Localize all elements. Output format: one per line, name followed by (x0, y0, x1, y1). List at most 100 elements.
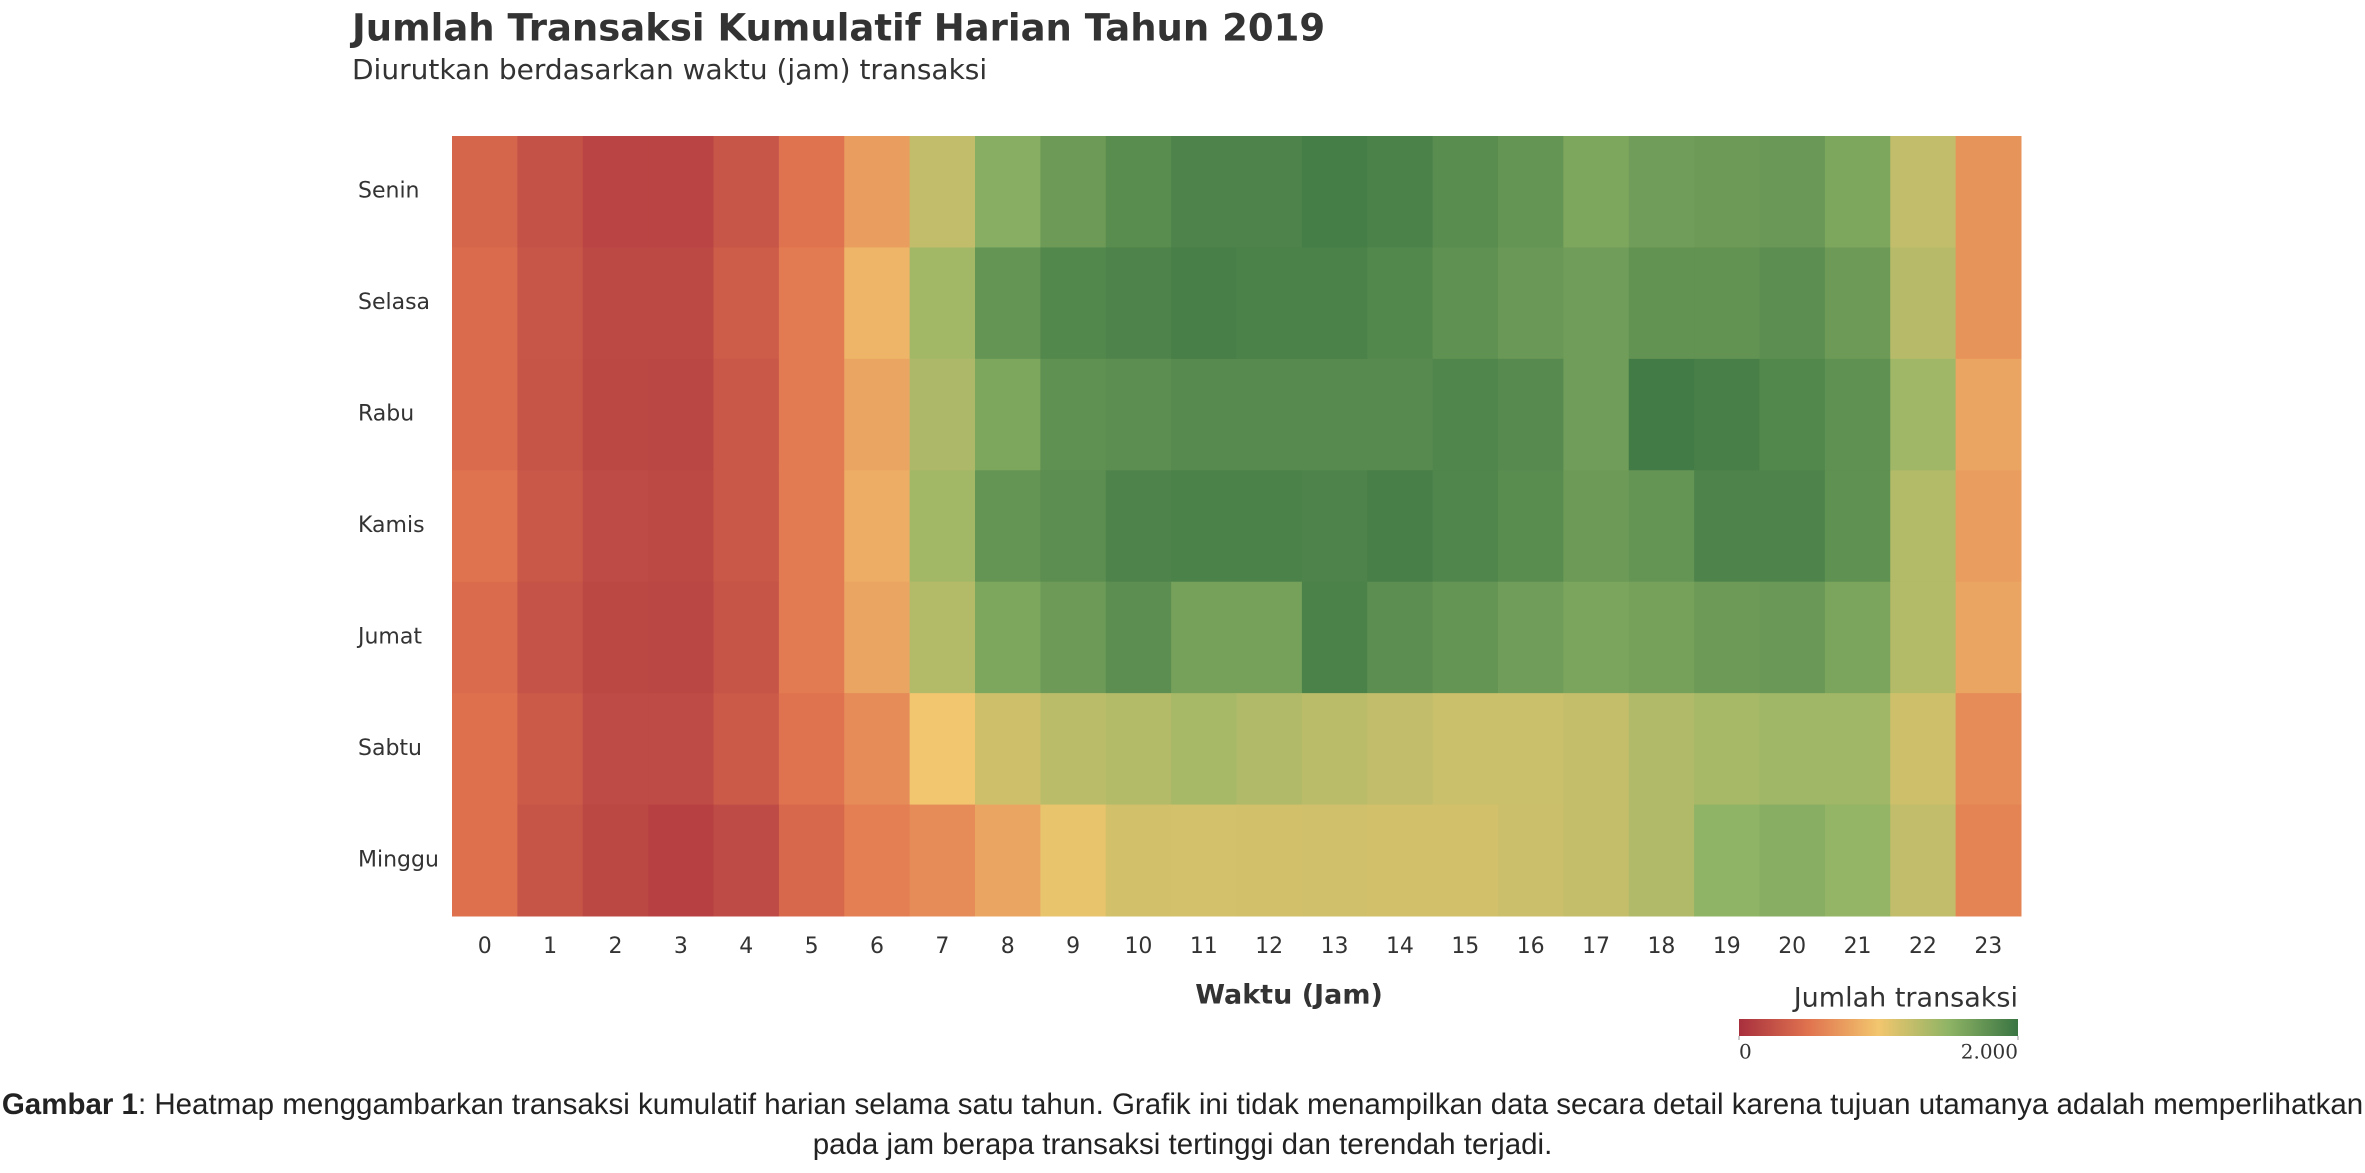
heatmap-cell (1105, 470, 1172, 583)
heatmap-cell (1694, 470, 1760, 583)
heatmap-cell (648, 358, 714, 471)
heatmap-cell (1171, 136, 1237, 248)
heatmap-cell (778, 247, 845, 360)
heatmap-cell (909, 581, 976, 694)
y-tick-label: Sabtu (358, 736, 422, 761)
heatmap-cell (1301, 136, 1368, 248)
heatmap-cell (1824, 136, 1891, 248)
heatmap-cell (1563, 136, 1630, 248)
heatmap-cell (648, 804, 714, 917)
heatmap-cell (909, 247, 976, 360)
heatmap-cell (1563, 804, 1630, 917)
heatmap-cell (1955, 470, 2022, 583)
heatmap-cell (648, 470, 714, 583)
heatmap-cell (582, 358, 649, 471)
heatmap-cell (1498, 804, 1564, 917)
x-tick-label: 3 (674, 934, 688, 959)
chart-subtitle: Diurutkan berdasarkan waktu (jam) transa… (352, 53, 987, 86)
heatmap-cell (1040, 358, 1107, 471)
heatmap-cell (1432, 693, 1499, 806)
heatmap-cell (1563, 247, 1630, 360)
heatmap-cell (1759, 693, 1826, 806)
heatmap-cell (582, 804, 649, 917)
heatmap-cell (713, 804, 780, 917)
heatmap-cell (778, 470, 845, 583)
heatmap-cell (1759, 804, 1826, 917)
heatmap-cell (517, 136, 584, 248)
x-tick-label: 16 (1517, 934, 1545, 959)
heatmap-cell (1563, 581, 1630, 694)
legend-title: Jumlah transaksi (1792, 983, 2018, 1014)
heatmap-cell (1301, 581, 1368, 694)
heatmap-cell (648, 136, 714, 248)
heatmap-cell (1694, 247, 1760, 360)
heatmap-cell (909, 693, 976, 806)
heatmap-cell (1628, 136, 1695, 248)
heatmap-cell (1890, 136, 1957, 248)
heatmap-cell (1367, 693, 1434, 806)
y-tick-label: Minggu (358, 847, 439, 872)
heatmap-cell (1432, 470, 1499, 583)
heatmap-cell (452, 804, 518, 917)
heatmap-cell (1236, 693, 1303, 806)
heatmap-cell (1301, 804, 1368, 917)
heatmap-cell (582, 247, 649, 360)
heatmap-cell (1301, 470, 1368, 583)
heatmap-cell (1367, 136, 1434, 248)
heatmap-cell (1432, 358, 1499, 471)
heatmap-cell (1628, 581, 1695, 694)
x-tick-label: 23 (1974, 934, 2002, 959)
heatmap-cell (1955, 136, 2022, 248)
x-tick-label: 10 (1124, 934, 1152, 959)
heatmap-cell (1040, 581, 1107, 694)
heatmap-cell (1171, 470, 1237, 583)
heatmap-cell (1040, 693, 1107, 806)
y-tick-label: Senin (358, 179, 420, 204)
heatmap-cell (582, 136, 649, 248)
heatmap-cell (778, 804, 845, 917)
heatmap-cell (1628, 804, 1695, 917)
heatmap-cell (452, 247, 518, 360)
heatmap-cell (1171, 581, 1237, 694)
heatmap-cell (1236, 136, 1303, 248)
heatmap-cell (452, 136, 518, 248)
heatmap-cell (1890, 693, 1957, 806)
heatmap-cell (1498, 470, 1564, 583)
heatmap-cell (1236, 804, 1303, 917)
heatmap-cell (713, 247, 780, 360)
heatmap-cell (1824, 693, 1891, 806)
heatmap-cell (778, 693, 845, 806)
heatmap-cell (1171, 358, 1237, 471)
heatmap-cell (1890, 358, 1957, 471)
heatmap-cell (1105, 693, 1172, 806)
x-tick-label: 0 (478, 934, 492, 959)
heatmap-cell (1105, 247, 1172, 360)
legend-tick-label: 2.000 (1961, 1040, 2018, 1064)
heatmap-cell (517, 358, 584, 471)
chart: Jumlah Transaksi Kumulatif Harian Tahun … (349, 7, 2022, 1064)
heatmap-cell (1824, 247, 1891, 360)
heatmap-cell (1628, 247, 1695, 360)
heatmap-cell (713, 470, 780, 583)
heatmap-cell (1301, 693, 1368, 806)
heatmap-cell (844, 358, 911, 471)
heatmap-cell (778, 358, 845, 471)
heatmap-cell (1759, 581, 1826, 694)
heatmap-cell (1367, 247, 1434, 360)
heatmap-cell (1105, 358, 1172, 471)
heatmap-cell (1628, 358, 1695, 471)
heatmap-cell (1563, 470, 1630, 583)
heatmap-cell (1759, 136, 1826, 248)
heatmap-cell (1890, 247, 1957, 360)
x-tick-label: 7 (935, 934, 949, 959)
heatmap-cell (1171, 804, 1237, 917)
heatmap-cell (517, 804, 584, 917)
heatmap-cell (648, 581, 714, 694)
heatmap-cell (713, 693, 780, 806)
heatmap-cell (1105, 804, 1172, 917)
heatmap-cell (1040, 804, 1107, 917)
heatmap-cell (517, 470, 584, 583)
heatmap-cell (1432, 247, 1499, 360)
heatmap-cell (975, 247, 1041, 360)
